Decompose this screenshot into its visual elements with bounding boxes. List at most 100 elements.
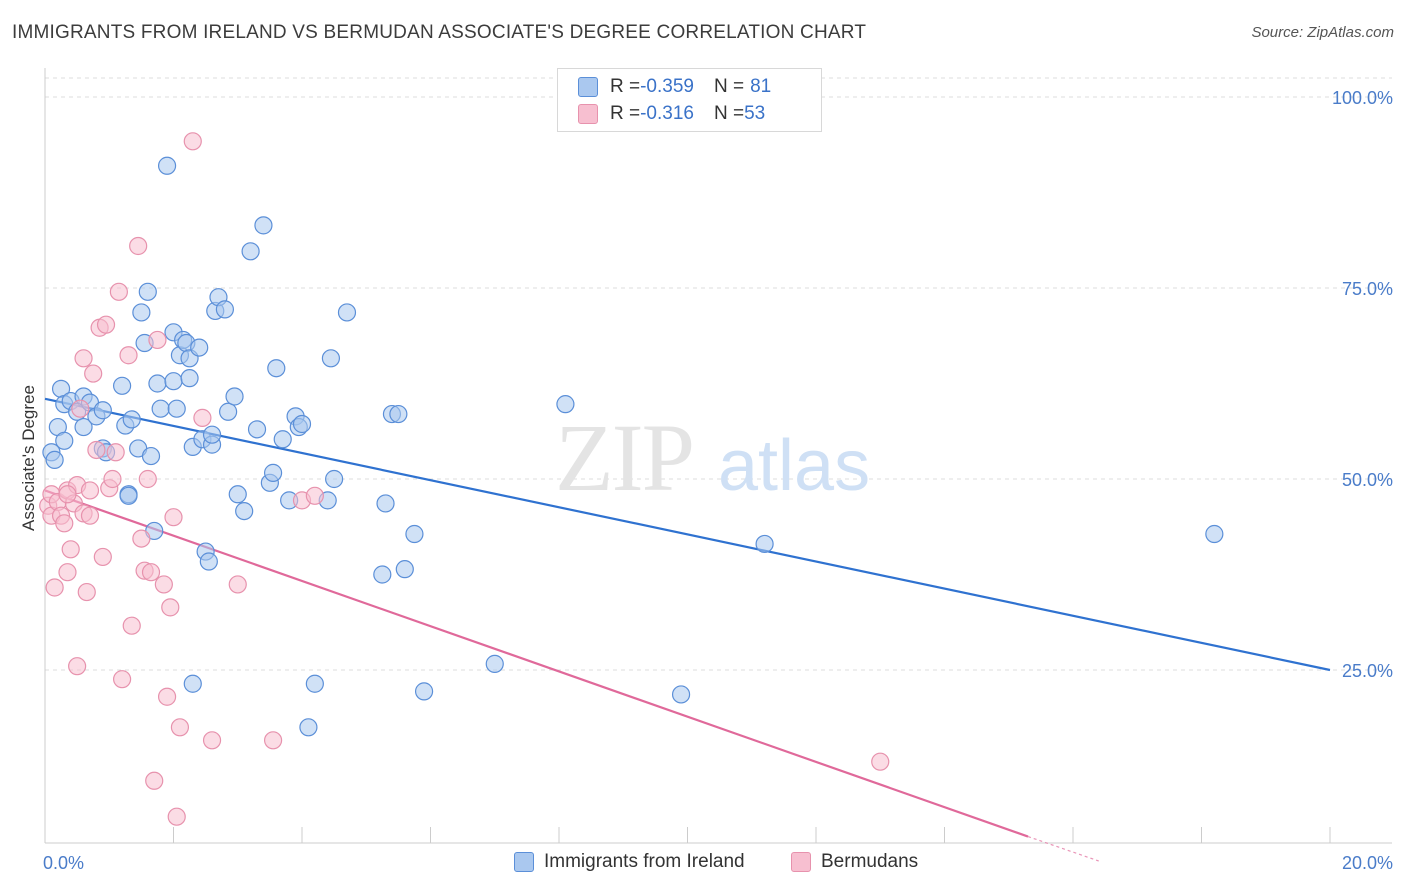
data-point-bermudans — [58, 563, 77, 582]
legend-n-value: 53 — [744, 103, 766, 124]
data-point-bermudans — [871, 752, 890, 771]
data-point-bermudans — [45, 578, 64, 597]
data-point-ireland — [219, 402, 238, 421]
series-legend-bermudans: Bermudans — [791, 851, 918, 873]
data-point-ireland — [373, 565, 392, 584]
data-point-ireland — [325, 469, 344, 489]
data-point-bermudans — [80, 481, 100, 500]
legend-r-value: -0.316 — [640, 103, 694, 124]
data-point-ireland — [215, 300, 234, 319]
data-point-bermudans — [71, 399, 90, 418]
y-tick-label: 25.0% — [1342, 661, 1393, 681]
data-point-ireland — [122, 410, 141, 429]
data-point-ireland — [755, 534, 774, 554]
trend-line-ireland — [44, 397, 1331, 672]
data-point-ireland — [157, 156, 177, 175]
chart-source: Source: ZipAtlas.com — [1251, 24, 1394, 41]
legend-row-ireland: R = -0.359 N = 81 — [578, 75, 771, 99]
data-point-bermudans — [61, 540, 80, 559]
correlation-legend: R = -0.359 N = 81 R = -0.316 N = 53 — [557, 68, 822, 132]
data-point-bermudans — [84, 364, 103, 383]
data-point-ireland — [376, 494, 395, 513]
watermark-atlas: atlas — [718, 426, 870, 506]
data-point-ireland — [202, 425, 222, 444]
data-point-bermudans — [55, 514, 74, 533]
data-point-bermudans — [164, 508, 183, 527]
legend-r-label: R = — [610, 76, 641, 97]
data-point-ireland — [556, 395, 575, 414]
data-point-ireland — [45, 450, 64, 469]
data-point-ireland — [112, 376, 132, 395]
legend-n-label: N = — [713, 103, 745, 124]
series-swatch-ireland — [514, 852, 534, 872]
data-point-ireland — [132, 303, 151, 322]
data-point-ireland — [273, 430, 292, 449]
data-point-ireland — [148, 374, 167, 393]
data-point-ireland — [485, 654, 504, 673]
trend-line-bermudans — [44, 489, 1029, 838]
data-point-bermudans — [161, 598, 180, 617]
data-point-bermudans — [167, 807, 186, 826]
data-point-bermudans — [96, 315, 116, 334]
data-point-bermudans — [183, 132, 202, 151]
data-point-bermudans — [87, 440, 106, 460]
chart-title: IMMIGRANTS FROM IRELAND VS BERMUDAN ASSO… — [12, 22, 867, 43]
data-point-ireland — [241, 242, 260, 261]
data-point-bermudans — [109, 282, 128, 301]
data-point-ireland — [119, 486, 138, 505]
grid-lines — [45, 77, 1392, 671]
data-point-bermudans — [74, 349, 93, 368]
data-point-ireland — [199, 552, 218, 571]
legend-n-label: N = — [713, 76, 745, 97]
data-point-ireland — [138, 282, 157, 301]
legend-swatch-ireland — [578, 77, 598, 97]
data-point-bermudans — [148, 330, 167, 350]
data-point-ireland — [671, 685, 691, 704]
series-label-ireland: Immigrants from Ireland — [544, 851, 745, 872]
legend-swatch-bermudans — [578, 104, 598, 124]
tick-labels: 100.0% 75.0% 50.0% 25.0% 0.0% 20.0% — [43, 88, 1393, 873]
watermark-zip: ZIP — [555, 404, 693, 511]
data-point-ireland — [321, 349, 341, 368]
data-point-ireland — [190, 338, 209, 357]
data-point-ireland — [299, 718, 318, 737]
data-point-bermudans — [68, 657, 87, 676]
data-point-ireland — [405, 524, 424, 544]
data-point-ireland — [164, 372, 183, 391]
data-point-bermudans — [228, 575, 247, 594]
data-point-ireland — [74, 417, 93, 437]
data-point-bermudans — [157, 687, 177, 706]
data-point-ireland — [180, 369, 199, 388]
data-point-bermudans — [202, 731, 222, 750]
data-point-ireland — [263, 463, 283, 482]
y-tick-label: 50.0% — [1342, 470, 1393, 490]
data-point-ireland — [235, 501, 254, 521]
data-point-bermudans — [170, 718, 190, 737]
data-point-ireland — [337, 303, 357, 322]
data-point-bermudans — [154, 575, 173, 594]
data-point-bermudans — [77, 582, 96, 602]
data-point-ireland — [228, 485, 247, 504]
data-point-ireland — [167, 399, 186, 418]
data-point-ireland — [141, 446, 161, 466]
series-legend: Immigrants from Ireland Bermudans — [0, 851, 1406, 879]
data-point-bermudans — [58, 485, 77, 504]
series-label-bermudans: Bermudans — [821, 851, 919, 872]
data-point-bermudans — [263, 731, 283, 750]
data-point-ireland — [389, 404, 408, 424]
data-points — [39, 132, 1224, 826]
data-point-ireland — [183, 674, 202, 693]
data-point-bermudans — [103, 469, 122, 489]
data-point-ireland — [1205, 524, 1224, 544]
data-point-ireland — [414, 682, 434, 701]
x-tick-label: 0.0% — [43, 853, 84, 873]
data-point-bermudans — [93, 547, 112, 567]
data-point-bermudans — [129, 236, 148, 256]
y-tick-label: 75.0% — [1342, 279, 1393, 299]
legend-r-label: R = — [610, 103, 641, 124]
series-swatch-bermudans — [791, 852, 811, 872]
data-point-ireland — [395, 560, 414, 579]
data-point-bermudans — [138, 469, 157, 489]
data-point-ireland — [93, 401, 112, 420]
